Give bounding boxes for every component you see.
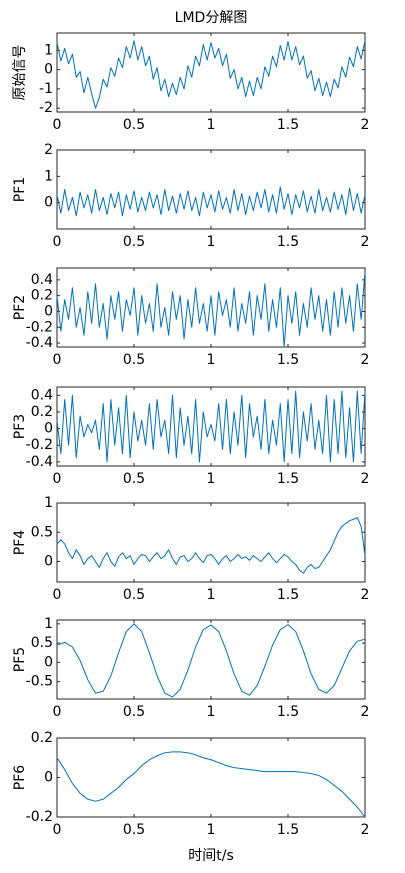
y-tick-label: 1 — [44, 168, 53, 184]
x-tick-label: 0 — [53, 704, 62, 720]
y-axis-label: PF5 — [12, 647, 28, 672]
x-tick-label: 0 — [53, 822, 62, 838]
x-tick-label: 1 — [207, 234, 216, 250]
x-tick-label: 1.5 — [277, 587, 299, 603]
y-tick-label: 0 — [44, 421, 53, 437]
x-tick-label: 2 — [361, 704, 370, 720]
x-tick-label: 0.5 — [123, 587, 145, 603]
x-tick-label: 0 — [53, 471, 62, 487]
x-tick-label: 2 — [361, 352, 370, 368]
x-tick-label: 0 — [53, 587, 62, 603]
x-tick-label: 1 — [207, 352, 216, 368]
y-tick-label: 0 — [44, 770, 53, 786]
signal-line — [56, 751, 366, 818]
y-tick-label: 0.2 — [31, 730, 53, 746]
axes-frame — [56, 737, 366, 818]
x-tick-label: 0.5 — [123, 352, 145, 368]
y-tick-label: 0.4 — [31, 272, 53, 288]
x-tick-label: 0 — [53, 352, 62, 368]
y-tick-label: 0.2 — [31, 404, 53, 420]
axes-frame — [56, 619, 366, 700]
x-tick-label: 0.5 — [123, 471, 145, 487]
y-tick-label: 0 — [44, 62, 53, 78]
y-tick-label: -0.4 — [26, 454, 53, 470]
y-tick-label: 1 — [44, 42, 53, 58]
signal-line — [56, 40, 366, 109]
y-tick-label: -1 — [39, 81, 53, 97]
y-tick-label: -0.2 — [26, 809, 53, 825]
signal-line — [56, 623, 366, 698]
axes-frame — [56, 502, 366, 583]
x-tick-label: 2 — [361, 587, 370, 603]
y-axis-label: PF3 — [12, 414, 28, 439]
signal-line — [56, 390, 366, 463]
chart-title: LMD分解图 — [175, 10, 248, 26]
x-tick-label: 1 — [207, 587, 216, 603]
x-tick-label: 2 — [361, 117, 370, 133]
x-tick-label: 1.5 — [277, 822, 299, 838]
y-axis-label: 原始信号 — [12, 45, 28, 101]
signal-line — [56, 517, 366, 574]
y-tick-label: 0.5 — [31, 524, 53, 540]
signal-line — [56, 271, 366, 348]
y-tick-label: 0.4 — [31, 387, 53, 403]
signal-line — [56, 186, 366, 217]
x-tick-label: 1 — [207, 822, 216, 838]
x-tick-label: 2 — [361, 471, 370, 487]
y-tick-label: -2 — [39, 100, 53, 116]
x-tick-label: 1 — [207, 471, 216, 487]
x-tick-label: 1.5 — [277, 352, 299, 368]
y-tick-label: 0.2 — [31, 288, 53, 304]
y-axis-label: PF4 — [12, 530, 28, 555]
y-tick-label: 0 — [44, 303, 53, 319]
x-tick-label: 1.5 — [277, 234, 299, 250]
y-tick-label: -0.2 — [26, 437, 53, 453]
y-tick-label: 1 — [44, 616, 53, 632]
x-tick-label: 2 — [361, 822, 370, 838]
y-axis-label: PF6 — [12, 765, 28, 790]
x-tick-label: 1.5 — [277, 704, 299, 720]
y-tick-label: 0 — [44, 554, 53, 570]
x-tick-label: 1 — [207, 704, 216, 720]
y-tick-label: 1 — [44, 495, 53, 511]
x-tick-label: 1.5 — [277, 117, 299, 133]
y-tick-label: -0.5 — [26, 674, 53, 690]
x-tick-label: 1.5 — [277, 471, 299, 487]
x-tick-label: 1 — [207, 117, 216, 133]
y-tick-label: 0 — [44, 195, 53, 211]
y-tick-label: 0 — [44, 654, 53, 670]
x-tick-label: 0.5 — [123, 234, 145, 250]
y-tick-label: 0.5 — [31, 635, 53, 651]
x-tick-label: 0 — [53, 234, 62, 250]
y-tick-label: -0.4 — [26, 335, 53, 351]
y-tick-label: 2 — [44, 142, 53, 158]
y-axis-label: PF2 — [12, 295, 28, 320]
x-tick-label: 0.5 — [123, 822, 145, 838]
x-tick-label: 0.5 — [123, 704, 145, 720]
x-tick-label: 0.5 — [123, 117, 145, 133]
y-axis-label: PF1 — [12, 177, 28, 202]
x-axis-label: 时间t/s — [188, 848, 234, 864]
y-tick-label: -0.2 — [26, 319, 53, 335]
x-tick-label: 0 — [53, 117, 62, 133]
x-tick-label: 2 — [361, 234, 370, 250]
